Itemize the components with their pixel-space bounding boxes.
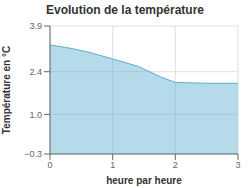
html-text:Evolution de la température: Evolution de la température [46, 3, 204, 17]
svg-text:−0.3: −0.3 [24, 149, 42, 159]
svg-text:3.9: 3.9 [29, 21, 42, 31]
svg-text:1: 1 [110, 160, 115, 170]
svg-text:Température en °C: Température en °C [8, 46, 12, 134]
svg-text:1.0: 1.0 [29, 110, 42, 120]
svg-text:2: 2 [173, 160, 178, 170]
svg-text:2.4: 2.4 [29, 67, 42, 77]
svg-text:heure par heure: heure par heure [106, 175, 182, 186]
svg-text:3: 3 [235, 160, 240, 170]
svg-text:0: 0 [47, 160, 52, 170]
